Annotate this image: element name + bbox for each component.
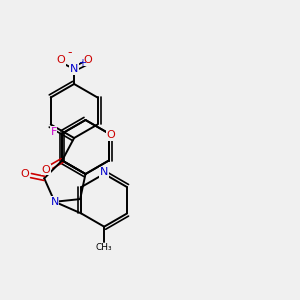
Text: O: O xyxy=(56,55,65,65)
Text: F: F xyxy=(50,127,57,137)
Text: O: O xyxy=(83,55,92,65)
Text: N: N xyxy=(70,64,78,74)
Text: CH₃: CH₃ xyxy=(96,243,112,252)
Text: N: N xyxy=(100,167,108,177)
Text: +: + xyxy=(78,58,86,68)
Text: O: O xyxy=(42,165,50,175)
Text: N: N xyxy=(50,197,59,207)
Text: O: O xyxy=(106,130,116,140)
Text: O: O xyxy=(20,169,29,179)
Text: -: - xyxy=(68,46,72,59)
